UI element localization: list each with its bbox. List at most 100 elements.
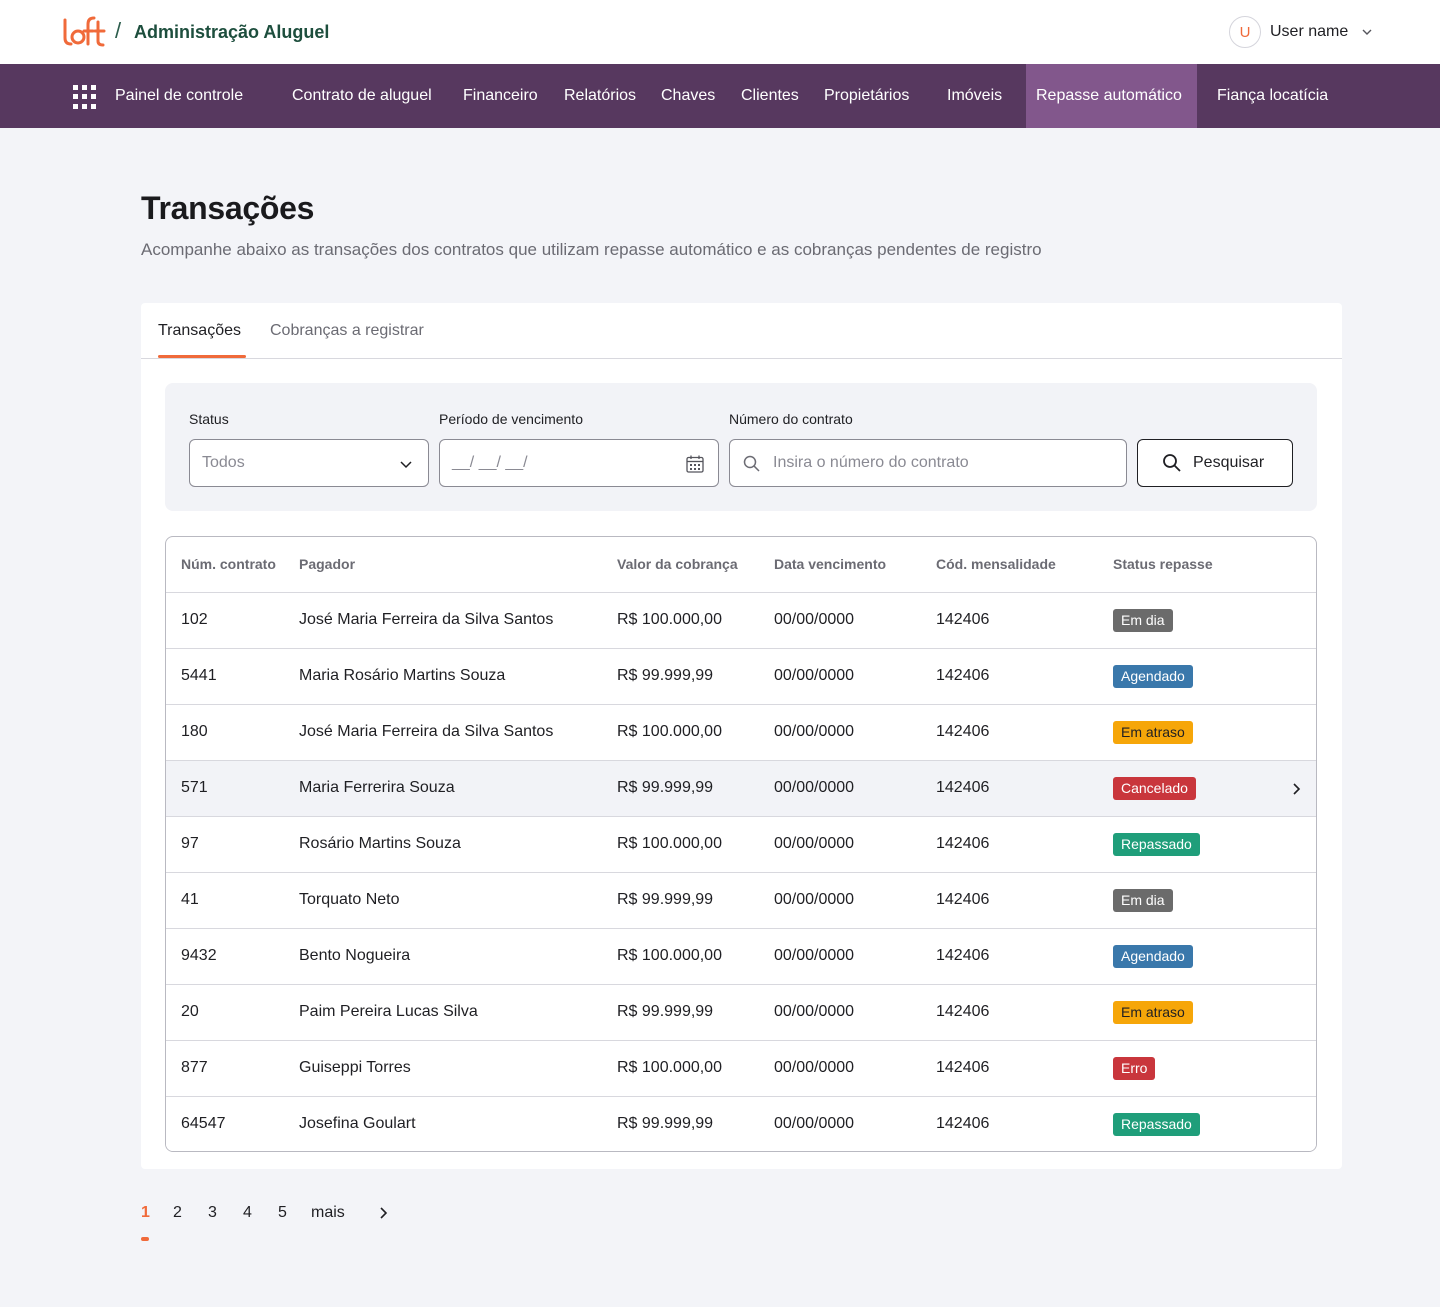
table-row[interactable]: 9432 Bento Nogueira R$ 100.000,00 00/00/000… bbox=[166, 929, 1316, 985]
cell-amount: R$ 99.999,99 bbox=[617, 1003, 714, 1020]
avatar[interactable]: U bbox=[1229, 16, 1261, 48]
table-row[interactable]: 877 Guiseppi Torres R$ 100.000,00 00/00/000… bbox=[166, 1041, 1316, 1097]
cell-amount: R$ 100.000,00 bbox=[617, 611, 722, 628]
user-name[interactable]: User name bbox=[1270, 23, 1349, 40]
page-more-link[interactable]: mais bbox=[311, 1204, 345, 1221]
cell-contract: 102 bbox=[181, 611, 208, 628]
status-badge: Erro bbox=[1113, 1057, 1156, 1080]
page-4-link[interactable]: 4 bbox=[243, 1204, 252, 1221]
status-select[interactable]: Todos bbox=[189, 439, 429, 487]
table-body: 102 José Maria Ferreira da Silva Santos R$… bbox=[166, 593, 1316, 1151]
status-badge: Cancelado bbox=[1113, 777, 1196, 800]
cell-due-date: 00/00/0000 bbox=[774, 667, 855, 684]
page-1-link[interactable]: 1 bbox=[141, 1204, 150, 1221]
nav-item-imoveis[interactable]: Imóveis bbox=[947, 87, 1003, 104]
brand-title[interactable]: Administração Aluguel bbox=[134, 22, 330, 42]
cell-contract: 571 bbox=[181, 779, 208, 796]
brand-separator: / bbox=[115, 18, 122, 43]
table-row[interactable]: 64547 Josefina Goulart R$ 99.999,99 00/00/0… bbox=[166, 1097, 1316, 1151]
cell-contract: 9432 bbox=[181, 947, 217, 964]
status-badge: Em dia bbox=[1113, 609, 1173, 632]
tab-active-indicator bbox=[158, 355, 246, 358]
main-navbar bbox=[0, 64, 1440, 128]
tab-transacoes[interactable]: Transações bbox=[158, 322, 241, 339]
chevron-down-icon[interactable] bbox=[1360, 25, 1374, 39]
top-header: / Administração Aluguel U User name bbox=[0, 0, 1440, 64]
nav-item-chaves[interactable]: Chaves bbox=[661, 87, 716, 104]
cell-payer: Josefina Goulart bbox=[299, 1115, 416, 1132]
table-row[interactable]: 571 Maria Ferrerira Souza R$ 99.999,99 00/0… bbox=[166, 761, 1316, 817]
nav-item-repasse[interactable]: Repasse automático bbox=[1026, 64, 1197, 128]
chevron-right-icon[interactable] bbox=[375, 1205, 391, 1221]
nav-item-proprietarios[interactable]: Propietários bbox=[824, 87, 910, 104]
column-header-pagador[interactable]: Pagador bbox=[299, 556, 356, 572]
nav-item-painel[interactable]: Painel de controle bbox=[115, 87, 244, 104]
cell-due-date: 00/00/0000 bbox=[774, 835, 855, 852]
cell-payer: Paim Pereira Lucas Silva bbox=[299, 1003, 478, 1020]
table-row[interactable]: 5441 Maria Rosário Martins Souza R$ 99.999… bbox=[166, 649, 1316, 705]
cell-code: 142406 bbox=[936, 1115, 990, 1132]
contract-label: Número do contrato bbox=[729, 411, 853, 427]
page-title: Transações bbox=[141, 190, 315, 226]
page-subtitle: Acompanhe abaixo as transações dos contr… bbox=[141, 240, 1042, 259]
calendar-icon[interactable] bbox=[685, 454, 705, 474]
contract-search-input[interactable]: Insira o número do contrato bbox=[729, 439, 1127, 487]
column-header-contrato[interactable]: Núm. contrato bbox=[181, 556, 276, 572]
search-icon bbox=[743, 455, 760, 472]
cell-code: 142406 bbox=[936, 779, 990, 796]
table-header: Núm. contrato Pagador Valor da cobrança … bbox=[166, 537, 1316, 593]
cell-amount: R$ 99.999,99 bbox=[617, 1115, 714, 1132]
table-row[interactable]: 180 José Maria Ferreira da Silva Santos R$… bbox=[166, 705, 1316, 761]
user-menu[interactable]: U User name bbox=[1229, 16, 1374, 48]
transactions-card: Transações Cobranças a registrar Status … bbox=[141, 303, 1342, 1169]
cell-payer: Maria Ferrerira Souza bbox=[299, 779, 455, 796]
cell-code: 142406 bbox=[936, 835, 990, 852]
status-badge: Agendado bbox=[1113, 945, 1193, 968]
table-row[interactable]: 41 Torquato Neto R$ 99.999,99 00/00/0000 142… bbox=[166, 873, 1316, 929]
cell-due-date: 00/00/0000 bbox=[774, 1003, 855, 1020]
table-row[interactable]: 20 Paim Pereira Lucas Silva R$ 99.999,99 00… bbox=[166, 985, 1316, 1041]
cell-due-date: 00/00/0000 bbox=[774, 779, 855, 796]
status-badge: Agendado bbox=[1113, 665, 1193, 688]
filter-panel: Status Todos Período de vencimento __/ _… bbox=[165, 383, 1317, 511]
status-badge: Em atraso bbox=[1113, 1001, 1193, 1024]
cell-payer: José Maria Ferreira da Silva Santos bbox=[299, 723, 554, 740]
column-header-status[interactable]: Status repasse bbox=[1113, 556, 1213, 572]
search-button[interactable]: Pesquisar bbox=[1137, 439, 1293, 487]
status-select-value: Todos bbox=[202, 454, 245, 471]
column-header-vencimento[interactable]: Data vencimento bbox=[774, 556, 887, 572]
contract-search-placeholder: Insira o número do contrato bbox=[773, 454, 969, 471]
loft-logo-icon[interactable] bbox=[62, 14, 106, 50]
nav-item-fianca[interactable]: Fiança locatícia bbox=[1217, 87, 1329, 104]
page-2-link[interactable]: 2 bbox=[173, 1204, 182, 1221]
table-row[interactable]: 102 José Maria Ferreira da Silva Santos R$… bbox=[166, 593, 1316, 649]
cell-contract: 5441 bbox=[181, 667, 217, 684]
cell-due-date: 00/00/0000 bbox=[774, 1059, 855, 1076]
table-row[interactable]: 97 Rosário Martins Souza R$ 100.000,00 00/0… bbox=[166, 817, 1316, 873]
nav-item-contrato[interactable]: Contrato de aluguel bbox=[292, 87, 432, 104]
cell-due-date: 00/00/0000 bbox=[774, 611, 855, 628]
cell-amount: R$ 99.999,99 bbox=[617, 891, 714, 908]
cell-code: 142406 bbox=[936, 947, 990, 964]
tab-cobrancas[interactable]: Cobranças a registrar bbox=[270, 322, 424, 339]
cell-code: 142406 bbox=[936, 667, 990, 684]
page-5-link[interactable]: 5 bbox=[278, 1204, 287, 1221]
grid-icon[interactable] bbox=[73, 85, 97, 109]
period-input[interactable]: __/ __/ __/ bbox=[439, 439, 719, 487]
nav-item-relatorios[interactable]: Relatórios bbox=[564, 87, 637, 104]
column-header-mensalidade[interactable]: Cód. mensalidade bbox=[936, 556, 1056, 572]
cell-payer: Bento Nogueira bbox=[299, 947, 411, 964]
tabs: Transações Cobranças a registrar bbox=[141, 303, 1342, 359]
chevron-right-icon[interactable] bbox=[1288, 781, 1304, 797]
cell-amount: R$ 100.000,00 bbox=[617, 947, 722, 964]
cell-due-date: 00/00/0000 bbox=[774, 891, 855, 908]
cell-due-date: 00/00/0000 bbox=[774, 723, 855, 740]
cell-due-date: 00/00/0000 bbox=[774, 947, 855, 964]
cell-payer: Maria Rosário Martins Souza bbox=[299, 667, 506, 684]
cell-amount: R$ 100.000,00 bbox=[617, 1059, 722, 1076]
page-3-link[interactable]: 3 bbox=[208, 1204, 217, 1221]
nav-item-financeiro[interactable]: Financeiro bbox=[463, 87, 538, 104]
column-header-valor[interactable]: Valor da cobrança bbox=[617, 556, 738, 572]
cell-contract: 180 bbox=[181, 723, 208, 740]
nav-item-clientes[interactable]: Clientes bbox=[741, 87, 799, 104]
